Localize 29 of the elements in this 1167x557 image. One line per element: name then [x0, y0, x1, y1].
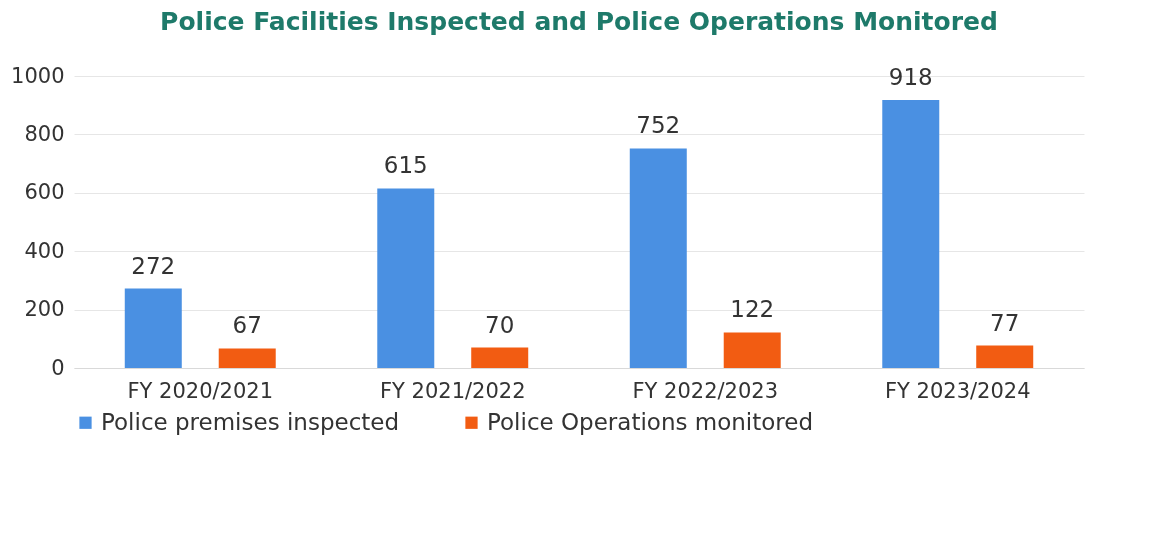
y-tick-label: 0 [51, 355, 65, 380]
bar [629, 148, 687, 368]
x-tick-label: FY 2020/2021 [127, 378, 274, 403]
bar [471, 347, 529, 368]
bar [377, 188, 435, 368]
data-label: 752 [636, 112, 681, 139]
data-label: 615 [383, 152, 428, 179]
y-tick-label: 800 [24, 121, 65, 146]
bar [124, 288, 182, 368]
bar [723, 332, 781, 368]
bar [882, 99, 940, 368]
data-label: 70 [485, 311, 515, 338]
data-label: 918 [888, 63, 933, 90]
y-tick-label: 600 [24, 180, 65, 205]
x-tick-label: FY 2021/2022 [379, 378, 526, 403]
y-tick-label: 1000 [11, 63, 65, 88]
data-label: 122 [730, 296, 775, 323]
data-label: 77 [990, 309, 1020, 336]
data-label: 67 [232, 312, 262, 339]
chart-title: Police Facilities Inspected and Police Operations Monitored [160, 7, 998, 36]
y-tick-label: 200 [24, 297, 65, 322]
legend-label: Police Operations monitored [487, 408, 813, 435]
y-tick-label: 400 [24, 238, 65, 263]
data-label: 272 [131, 252, 176, 279]
x-tick-label: FY 2023/2024 [884, 378, 1031, 403]
legend-label: Police premises inspected [101, 408, 400, 435]
bar [218, 348, 276, 368]
x-tick-label: FY 2022/2023 [632, 378, 779, 403]
bar [976, 345, 1034, 368]
